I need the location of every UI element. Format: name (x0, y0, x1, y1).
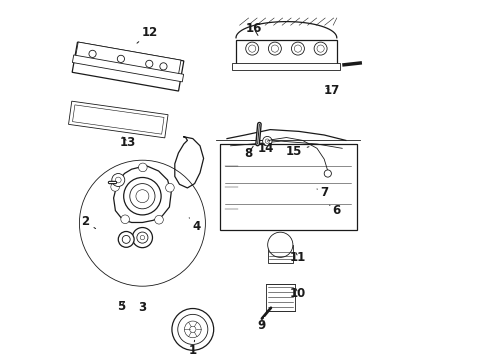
Circle shape (271, 45, 278, 52)
Polygon shape (73, 105, 164, 134)
Polygon shape (266, 284, 294, 310)
Circle shape (292, 42, 304, 55)
Circle shape (263, 136, 272, 146)
Text: 12: 12 (137, 26, 158, 43)
Circle shape (166, 183, 174, 192)
Circle shape (122, 235, 130, 243)
Circle shape (160, 63, 167, 70)
Circle shape (117, 55, 124, 63)
Polygon shape (75, 42, 181, 78)
Circle shape (79, 160, 205, 286)
Circle shape (130, 184, 155, 209)
Circle shape (268, 232, 293, 257)
Circle shape (118, 231, 134, 247)
Text: 15: 15 (285, 145, 309, 158)
Polygon shape (232, 63, 341, 70)
Circle shape (121, 215, 129, 224)
Polygon shape (114, 166, 171, 222)
Polygon shape (69, 101, 168, 138)
Text: 4: 4 (189, 218, 200, 233)
Circle shape (294, 45, 301, 52)
Circle shape (324, 170, 331, 177)
Circle shape (112, 174, 125, 186)
Circle shape (111, 183, 120, 191)
Text: 2: 2 (81, 215, 96, 229)
Circle shape (140, 235, 145, 240)
Text: 14: 14 (258, 142, 274, 155)
Circle shape (132, 228, 152, 248)
Circle shape (271, 192, 283, 203)
Text: 3: 3 (138, 301, 147, 314)
Circle shape (184, 321, 201, 338)
Text: 1: 1 (189, 340, 197, 357)
Circle shape (146, 60, 153, 67)
Circle shape (123, 177, 161, 215)
Circle shape (314, 42, 327, 55)
Text: 13: 13 (120, 136, 136, 149)
Polygon shape (236, 40, 337, 68)
Polygon shape (268, 245, 293, 263)
Circle shape (269, 42, 281, 55)
Circle shape (265, 139, 270, 143)
Text: 17: 17 (323, 84, 340, 97)
Circle shape (89, 50, 96, 58)
Circle shape (136, 190, 149, 203)
Circle shape (116, 177, 121, 183)
Polygon shape (72, 42, 184, 91)
Circle shape (248, 45, 256, 52)
Text: 16: 16 (246, 22, 262, 35)
Polygon shape (73, 55, 184, 82)
Circle shape (190, 326, 196, 333)
Circle shape (155, 215, 163, 224)
Circle shape (267, 188, 287, 208)
Text: 7: 7 (317, 186, 328, 199)
Text: 8: 8 (245, 146, 253, 159)
Circle shape (317, 45, 324, 52)
Text: 10: 10 (290, 287, 306, 300)
Text: 9: 9 (257, 319, 265, 332)
Circle shape (178, 314, 208, 345)
Circle shape (245, 42, 259, 55)
Circle shape (172, 309, 214, 350)
Text: 6: 6 (330, 204, 341, 217)
Text: 5: 5 (117, 300, 125, 313)
Text: 11: 11 (290, 251, 306, 264)
Circle shape (139, 163, 147, 172)
Circle shape (137, 232, 148, 243)
Polygon shape (220, 144, 357, 230)
